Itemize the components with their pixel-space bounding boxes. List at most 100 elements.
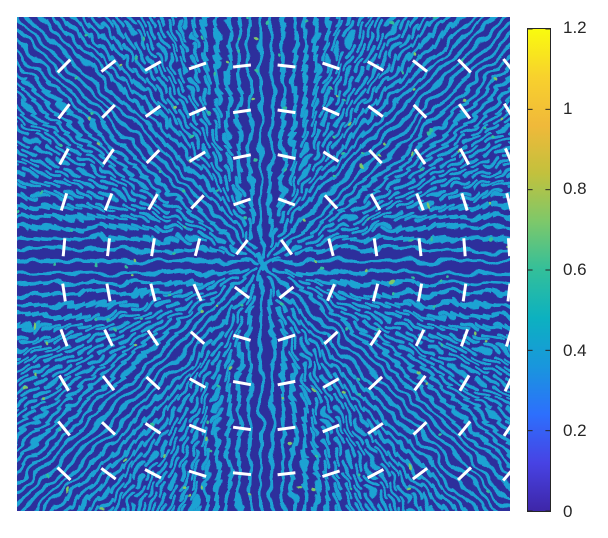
pattern-stripe — [74, 505, 81, 511]
pattern-stripe — [416, 201, 436, 211]
pattern-stripe — [439, 156, 457, 168]
pattern-stripe — [32, 419, 50, 433]
pattern-stripe — [418, 122, 434, 136]
colorbar-gradient — [528, 29, 550, 511]
pattern-speckle — [159, 454, 163, 458]
director-bar — [277, 153, 296, 160]
pattern-speckle — [89, 114, 93, 118]
pattern-stripe — [100, 440, 114, 456]
pattern-stripe — [234, 196, 244, 216]
pattern-speckle — [44, 475, 48, 479]
director-bar — [457, 103, 472, 120]
director-bar — [61, 238, 67, 257]
pattern-speckle — [182, 483, 186, 487]
pattern-stripe — [166, 142, 180, 160]
pattern-stripe — [333, 31, 343, 51]
pattern-stripe — [291, 427, 297, 447]
pattern-stripe — [88, 66, 104, 82]
pattern-stripe — [32, 387, 50, 399]
pattern-stripe — [111, 429, 125, 445]
pattern-stripe — [179, 449, 189, 469]
pattern-stripe — [119, 301, 139, 309]
pattern-speckle — [288, 444, 292, 448]
pattern-stripe — [461, 376, 479, 388]
pattern-stripe — [439, 354, 457, 366]
pattern-stripe — [429, 451, 445, 467]
pattern-stripe — [55, 484, 71, 500]
pattern-stripe — [198, 319, 214, 335]
director-bar — [506, 238, 510, 257]
pattern-stripe — [190, 427, 200, 447]
pattern-stripe — [166, 363, 180, 379]
pattern-stripe — [175, 211, 193, 223]
pattern-stripe — [202, 42, 210, 62]
pattern-stripe — [322, 97, 332, 117]
pattern-stripe — [505, 409, 510, 415]
pattern-stripe — [386, 450, 400, 468]
pattern-stripe — [155, 98, 169, 116]
pattern-stripe — [317, 279, 337, 287]
pattern-stripe — [397, 450, 411, 468]
pattern-stripe — [398, 494, 410, 511]
director-bar — [277, 333, 296, 342]
pattern-stripe — [236, 394, 242, 414]
pattern-stripe — [301, 108, 309, 128]
pattern-stripe — [78, 21, 92, 39]
pattern-stripe — [484, 452, 500, 466]
pattern-stripe — [17, 495, 27, 508]
colorbar-tick-label: 0.6 — [563, 260, 587, 279]
pattern-stripe — [504, 387, 510, 393]
pattern-stripe — [384, 353, 402, 367]
pattern-stripe — [318, 309, 336, 323]
pattern-stripe — [97, 213, 117, 221]
pattern-stripe — [430, 32, 444, 50]
pattern-stripe — [329, 309, 347, 323]
pattern-stripe — [75, 167, 95, 179]
pattern-speckle — [488, 238, 492, 242]
pattern-stripe — [386, 87, 400, 105]
pattern-stripe — [449, 301, 469, 309]
pattern-stripe — [134, 21, 146, 39]
pattern-stripe — [42, 365, 62, 377]
pattern-stripe — [376, 20, 388, 40]
pattern-stripe — [22, 56, 38, 70]
pattern-stripe — [225, 31, 231, 51]
pattern-stripe — [387, 483, 399, 501]
pattern-speckle — [407, 487, 411, 491]
director-bar — [232, 425, 252, 432]
pattern-stripe — [419, 494, 433, 511]
pattern-stripe — [178, 406, 190, 424]
pattern-stripe — [362, 342, 380, 356]
pattern-stripe — [419, 21, 433, 39]
pattern-stripe — [76, 397, 94, 411]
pattern-stripe — [201, 108, 211, 128]
pattern-stripe — [351, 310, 369, 322]
pattern-stripe — [178, 109, 190, 127]
pattern-stripe — [406, 155, 424, 169]
pattern-stripe — [153, 188, 171, 202]
pattern-stripe — [133, 450, 147, 468]
pattern-stripe — [223, 361, 233, 381]
pattern-stripe — [398, 17, 407, 28]
pattern-stripe — [145, 482, 157, 502]
pattern-speckle — [432, 302, 436, 307]
pattern-stripe — [44, 66, 60, 82]
pattern-stripe — [179, 64, 189, 84]
pattern-stripe — [451, 473, 467, 489]
pattern-stripe — [144, 406, 158, 424]
director-bar — [233, 285, 251, 300]
pattern-stripe — [137, 17, 146, 29]
pattern-stripe — [395, 332, 413, 344]
pattern-stripe — [181, 17, 189, 29]
director-bar — [369, 193, 382, 211]
pattern-stripe — [99, 429, 115, 445]
pattern-stripe — [300, 130, 310, 150]
pattern-stripe — [108, 189, 128, 201]
director-bar — [369, 329, 382, 347]
pattern-stripe — [494, 89, 510, 103]
pattern-stripe — [202, 64, 210, 84]
pattern-stripe — [322, 449, 332, 469]
pattern-speckle — [17, 210, 19, 214]
pattern-stripe — [408, 439, 422, 457]
pattern-stripe — [355, 20, 365, 40]
